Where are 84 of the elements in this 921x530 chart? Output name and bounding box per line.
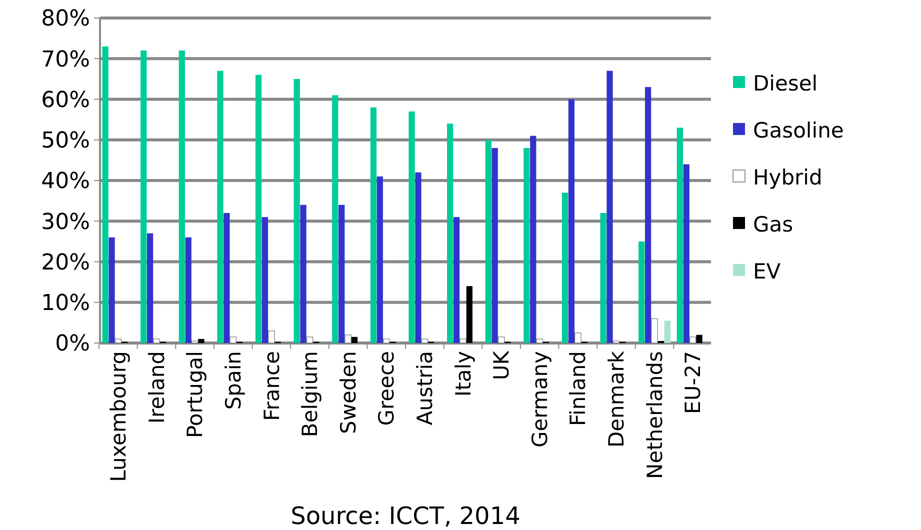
bar [191, 340, 198, 344]
x-tick-label: Denmark [604, 350, 629, 448]
x-tick-label: Greece [374, 351, 399, 426]
bar [108, 237, 115, 343]
bar [676, 128, 683, 343]
x-tick-label: Belgium [298, 351, 322, 438]
bar [370, 107, 377, 343]
bar [524, 148, 530, 343]
bar [485, 140, 492, 343]
bar [447, 124, 454, 343]
bar [612, 340, 620, 344]
x-tick-label: Spain [221, 351, 246, 410]
bar [644, 87, 652, 343]
y-tick-label: 20% [41, 250, 90, 276]
y-tick-label: 10% [41, 291, 90, 316]
bar [536, 338, 543, 344]
bar [332, 95, 338, 343]
y-tick-label: 0% [55, 332, 90, 357]
bar [217, 70, 224, 343]
legend-label: Diesel [753, 71, 818, 96]
bar [153, 338, 160, 344]
x-tick-label: Italy [451, 351, 476, 397]
bar [460, 338, 466, 344]
bar [562, 192, 568, 343]
bar [306, 336, 314, 344]
bar [300, 204, 306, 343]
bar [262, 217, 268, 343]
y-tick-label: 30% [41, 210, 90, 235]
y-tick-label: 50% [41, 128, 90, 154]
x-tick-label: UK [490, 350, 514, 380]
bar [338, 204, 345, 343]
bar [114, 338, 122, 344]
bar [651, 318, 658, 344]
bar [689, 336, 696, 344]
bar [344, 334, 352, 344]
x-tick-label: Ireland [144, 351, 169, 424]
bar [606, 70, 613, 343]
bar [255, 74, 262, 343]
bar [664, 320, 670, 343]
bar [140, 50, 147, 343]
bar [415, 172, 422, 343]
source-note: Source: ICCT, 2014 [290, 502, 520, 530]
bar [268, 330, 275, 344]
bar [178, 50, 185, 343]
legend-label: Gasoline [753, 118, 844, 142]
bar [351, 336, 358, 343]
bar [600, 213, 606, 343]
bar [146, 233, 154, 343]
y-tick-label: 40% [41, 169, 90, 194]
bar [382, 338, 390, 344]
x-tick-label: France [260, 351, 284, 421]
legend-label: Gas [753, 212, 794, 236]
x-tick-label: Austria [413, 351, 438, 426]
bar [421, 338, 428, 344]
bar [568, 99, 574, 343]
bar [498, 336, 505, 344]
x-tick-label: Sweden [336, 351, 360, 434]
x-tick-label: Netherlands [642, 351, 667, 480]
y-tick-label: 60% [41, 88, 90, 113]
y-tick-label: 80% [41, 6, 90, 32]
bar [376, 176, 383, 343]
x-tick-label: Luxembourg [106, 351, 131, 482]
bar [294, 78, 300, 343]
bar [683, 164, 690, 343]
y-tick-label: 70% [41, 47, 90, 72]
x-tick-label: Finland [566, 351, 590, 426]
x-tick-label: EU-27 [681, 351, 706, 414]
bar [453, 217, 460, 343]
bar [230, 336, 236, 344]
bar [198, 338, 204, 343]
bar [574, 332, 582, 344]
bar [530, 136, 536, 343]
bar [408, 111, 415, 343]
bar [185, 237, 192, 343]
legend-label: Hybrid [753, 165, 822, 190]
bar [492, 148, 498, 343]
x-tick-label: Germany [528, 351, 552, 448]
x-tick-label: Portugal [183, 351, 208, 438]
bar [696, 334, 702, 343]
bar [102, 46, 108, 343]
bar [224, 213, 230, 343]
bar [638, 241, 645, 343]
legend-label: EV [753, 259, 782, 284]
bar [466, 286, 472, 343]
